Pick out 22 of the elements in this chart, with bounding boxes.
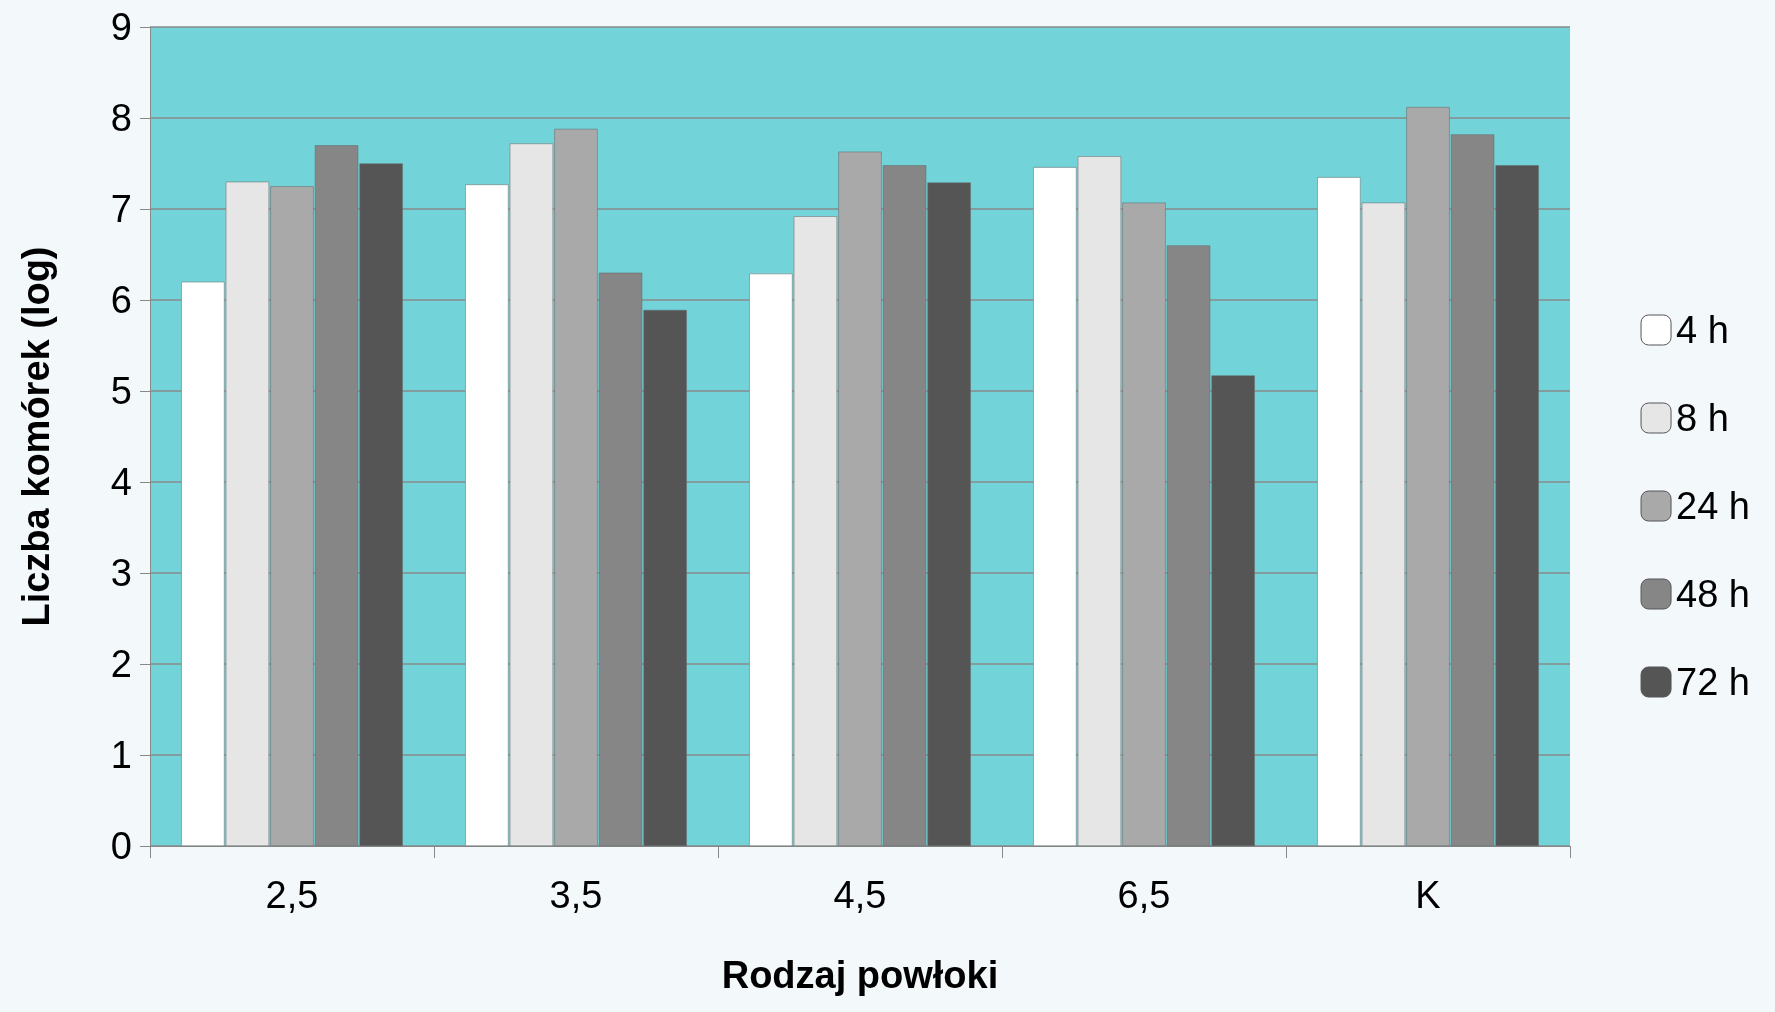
x-tick-label: 3,5 xyxy=(549,874,603,916)
y-tick-label: 7 xyxy=(110,188,132,230)
legend-label: 48 h xyxy=(1676,573,1751,615)
y-tick-label: 6 xyxy=(110,279,132,321)
x-tick-label: K xyxy=(1415,874,1441,916)
x-tick-label: 4,5 xyxy=(833,874,887,916)
y-tick-label: 3 xyxy=(110,552,132,594)
y-tick-label: 5 xyxy=(110,370,132,412)
legend-label: 24 h xyxy=(1676,485,1751,527)
x-tick-label: 6,5 xyxy=(1117,874,1171,916)
y-tick-label: 9 xyxy=(110,6,132,48)
x-axis-title: Rodzaj powłoki xyxy=(721,954,999,996)
y-tick-label: 4 xyxy=(110,461,132,503)
y-tick-label: 0 xyxy=(110,825,132,867)
legend-label: 8 h xyxy=(1676,397,1729,439)
y-tick-label: 2 xyxy=(110,643,132,685)
legend-label: 72 h xyxy=(1676,661,1751,703)
y-tick-label: 8 xyxy=(110,97,132,139)
y-axis-title: Liczba komórek (log) xyxy=(15,246,57,627)
y-tick-label: 1 xyxy=(110,734,132,776)
legend-label: 4 h xyxy=(1676,309,1729,351)
x-tick-label: 2,5 xyxy=(265,874,319,916)
